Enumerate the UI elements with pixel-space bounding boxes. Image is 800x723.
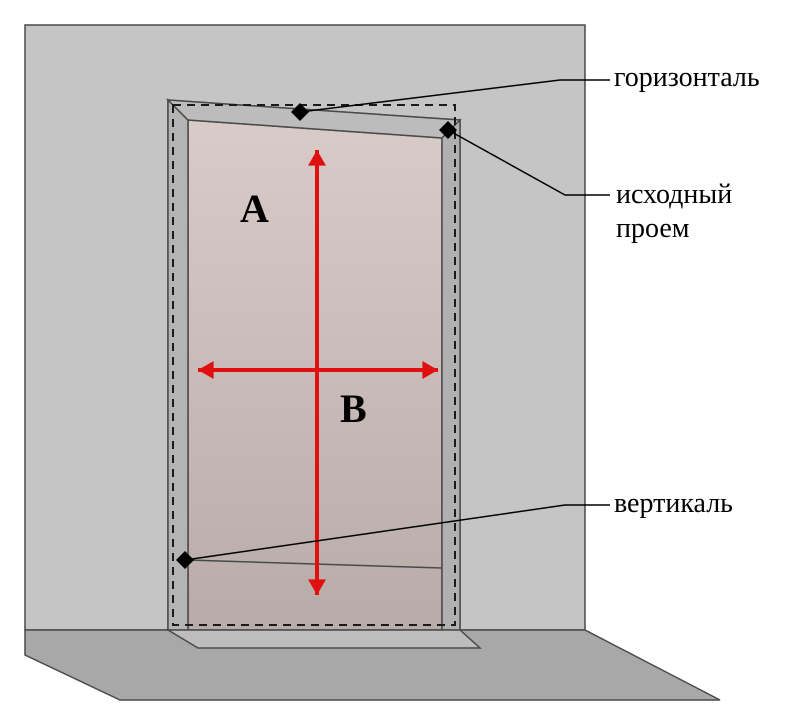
jamb-right [442,120,460,630]
dimension-label-b: B [340,385,367,432]
diagram-svg [0,0,800,718]
callout-label-horizontal: горизонталь [614,62,760,94]
diagram-canvas: A B горизонталь исходный проем вертикаль [0,0,800,718]
callout-label-vertical: вертикаль [614,488,733,520]
sill-front [168,630,480,648]
dimension-label-a: A [240,185,269,232]
jamb-left [168,100,188,630]
callout-label-opening: исходный проем [616,178,732,246]
